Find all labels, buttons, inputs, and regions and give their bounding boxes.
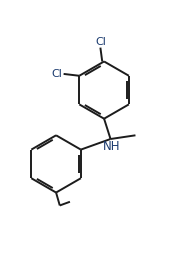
- Text: Cl: Cl: [52, 69, 63, 79]
- Text: Cl: Cl: [95, 37, 106, 47]
- Text: NH: NH: [103, 140, 121, 153]
